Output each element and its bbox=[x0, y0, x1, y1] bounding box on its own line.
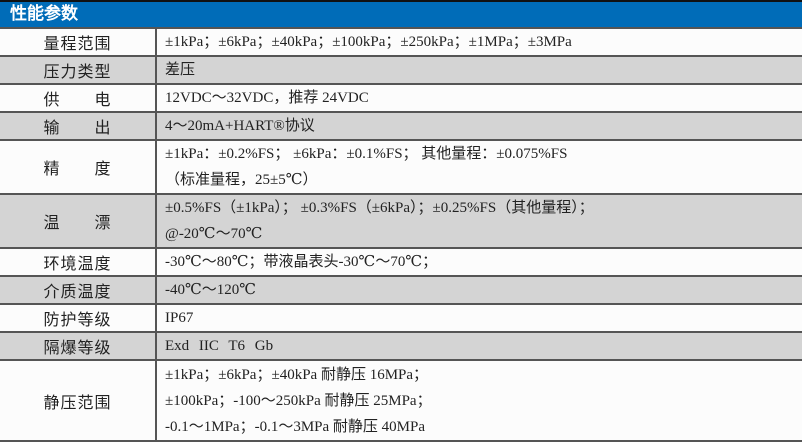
spec-value-line: ±1kPa；±6kPa；±40kPa 耐静压 16MPa； bbox=[165, 366, 429, 383]
spec-value: 12VDC～32VDC，推荐 24VDC bbox=[156, 83, 802, 112]
spec-value: ±1kPa；±6kPa；±40kPa；±100kPa；±250kPa；±1MPa… bbox=[156, 27, 802, 56]
spec-value-line: -30℃～80℃；带液晶表头-30℃～70℃； bbox=[165, 254, 438, 270]
spec-value: Exd IIC T6 Gb bbox=[156, 331, 802, 360]
table-row: 供 电 12VDC～32VDC，推荐 24VDC bbox=[0, 83, 802, 112]
spec-label: 防护等级 bbox=[0, 303, 157, 332]
spec-label: 压力类型 bbox=[0, 55, 157, 84]
spec-value-line: ±1kPa：±0.2%FS； ±6kPa：±0.1%FS； 其他量程：±0.07… bbox=[165, 146, 568, 162]
spec-value-line: IP67 bbox=[165, 310, 194, 326]
spec-value-line: -0.1～1MPa；-0.1～3MPa 耐静压 40MPa bbox=[165, 418, 426, 435]
table-row: 静压范围 ±1kPa；±6kPa；±40kPa 耐静压 16MPa； ±100kPa… bbox=[0, 359, 802, 442]
section-title: 性能参数 bbox=[0, 2, 802, 27]
spec-value-line: ±100kPa；-100～250kPa 耐静压 25MPa； bbox=[165, 392, 432, 409]
spec-value-line: -40℃～120℃ bbox=[165, 282, 257, 298]
table-row: 压力类型 差压 bbox=[0, 55, 802, 84]
spec-value-line: ±0.5%FS（±1kPa）； ±0.3%FS（±6kPa）；±0.25%FS（… bbox=[165, 200, 594, 216]
spec-label: 环境温度 bbox=[0, 247, 157, 276]
spec-value-line: ±1kPa；±6kPa；±40kPa；±100kPa；±250kPa；±1MPa… bbox=[165, 34, 572, 50]
spec-label: 温 漂 bbox=[0, 193, 157, 248]
spec-value-line: 4～20mA+HART®协议 bbox=[165, 118, 315, 134]
spec-label: 介质温度 bbox=[0, 275, 157, 304]
spec-value: 4～20mA+HART®协议 bbox=[156, 111, 802, 140]
table-row: 介质温度 -40℃～120℃ bbox=[0, 275, 802, 304]
spec-label: 输 出 bbox=[0, 111, 157, 140]
spec-label: 静压范围 bbox=[0, 359, 157, 442]
spec-value: ±0.5%FS（±1kPa）； ±0.3%FS（±6kPa）；±0.25%FS（… bbox=[156, 193, 802, 248]
table-row: 输 出 4～20mA+HART®协议 bbox=[0, 111, 802, 140]
spec-value: -40℃～120℃ bbox=[156, 275, 802, 304]
table-row: 精 度 ±1kPa：±0.2%FS； ±6kPa：±0.1%FS； 其他量程：±0… bbox=[0, 139, 802, 194]
spec-label: 供 电 bbox=[0, 83, 157, 112]
spec-value: ±1kPa：±0.2%FS； ±6kPa：±0.1%FS； 其他量程：±0.07… bbox=[156, 139, 802, 194]
spec-value-line: @-20℃～70℃ bbox=[165, 226, 263, 242]
top-border bbox=[0, 0, 802, 2]
spec-label: 精 度 bbox=[0, 139, 157, 194]
spec-value-line: （标准量程，25±5℃） bbox=[165, 172, 318, 188]
table-row: 温 漂 ±0.5%FS（±1kPa）； ±0.3%FS（±6kPa）；±0.25%… bbox=[0, 193, 802, 248]
spec-value-line: 差压 bbox=[165, 62, 196, 78]
table-row: 环境温度 -30℃～80℃；带液晶表头-30℃～70℃； bbox=[0, 247, 802, 276]
spec-value: -30℃～80℃；带液晶表头-30℃～70℃； bbox=[156, 247, 802, 276]
spec-table: 量程范围 ±1kPa；±6kPa；±40kPa；±100kPa；±250kPa；±… bbox=[0, 27, 802, 442]
spec-value: ±1kPa；±6kPa；±40kPa 耐静压 16MPa； ±100kPa；-10… bbox=[156, 359, 802, 442]
spec-value-line: 12VDC～32VDC，推荐 24VDC bbox=[165, 90, 369, 106]
table-row: 量程范围 ±1kPa；±6kPa；±40kPa；±100kPa；±250kPa；±… bbox=[0, 27, 802, 56]
spec-value-line: Exd IIC T6 Gb bbox=[165, 338, 274, 354]
spec-value: IP67 bbox=[156, 303, 802, 332]
spec-value: 差压 bbox=[156, 55, 802, 84]
spec-label: 量程范围 bbox=[0, 27, 157, 56]
table-row: 防护等级 IP67 bbox=[0, 303, 802, 332]
table-row: 隔爆等级 Exd IIC T6 Gb bbox=[0, 331, 802, 360]
spec-label: 隔爆等级 bbox=[0, 331, 157, 360]
